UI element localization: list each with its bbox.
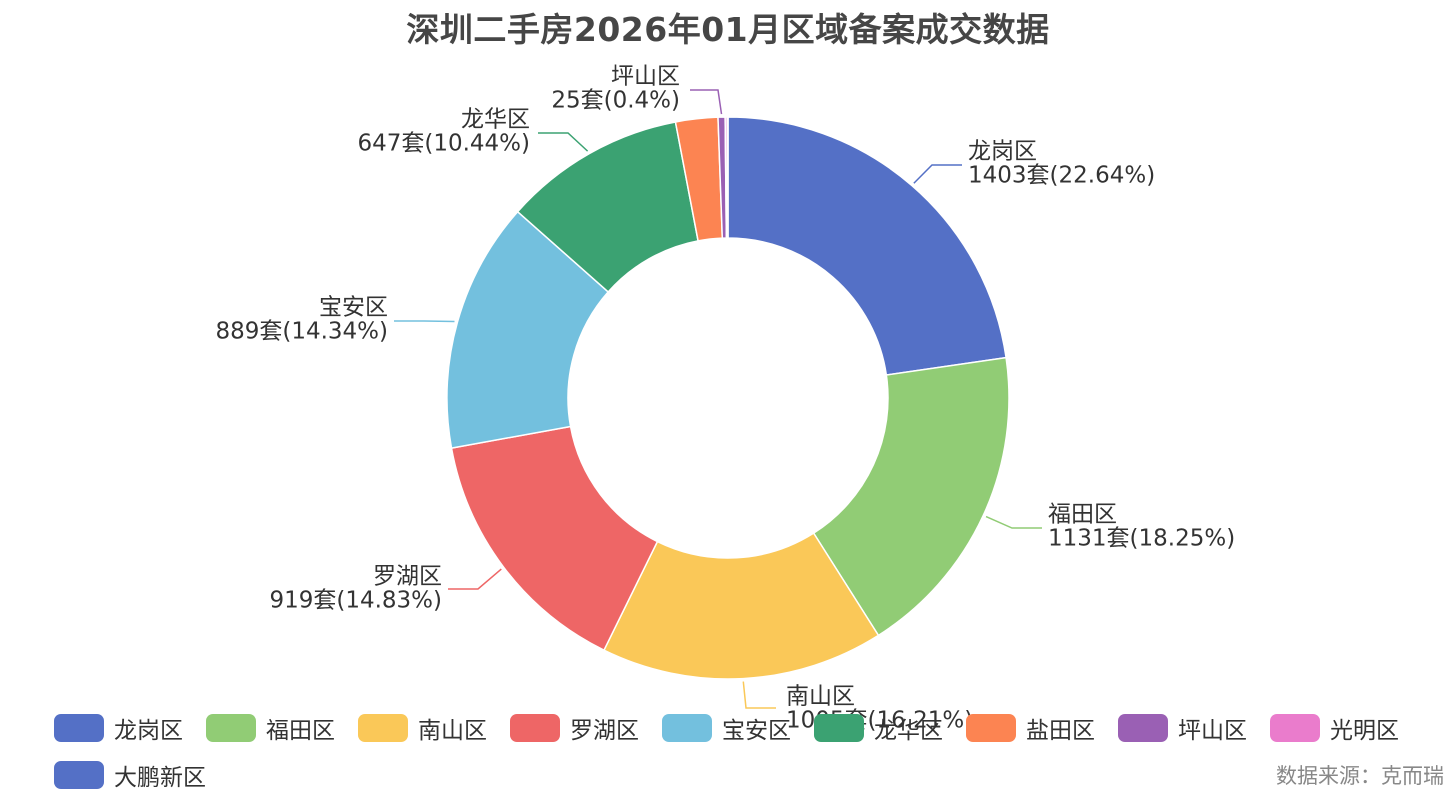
slice-label-value-宝安区: 889套(14.34%) bbox=[215, 319, 388, 345]
leader-line-坪山区 bbox=[690, 89, 723, 115]
leader-line-福田区 bbox=[985, 515, 1042, 529]
leader-line-龙岗区 bbox=[913, 164, 962, 184]
slice-label-name-龙岗区: 龙岗区 bbox=[968, 139, 1037, 165]
slice-宝安区[interactable] bbox=[446, 210, 610, 449]
slice-大鹏新区[interactable] bbox=[726, 116, 729, 239]
slice-label-name-罗湖区: 罗湖区 bbox=[373, 564, 442, 590]
slice-南山区[interactable] bbox=[602, 532, 880, 680]
slice-label-name-南山区: 南山区 bbox=[786, 684, 855, 710]
chart-title: 深圳二手房2026年01月区域备案成交数据 bbox=[406, 10, 1050, 49]
slice-label-value-罗湖区: 919套(14.83%) bbox=[269, 588, 442, 614]
slice-label-name-福田区: 福田区 bbox=[1048, 502, 1117, 528]
leader-line-罗湖区 bbox=[448, 568, 502, 590]
slice-label-name-坪山区: 坪山区 bbox=[611, 64, 680, 90]
slice-龙岗区[interactable] bbox=[727, 116, 1007, 376]
slice-label-value-龙岗区: 1403套(22.64%) bbox=[968, 163, 1155, 189]
slice-label-name-龙华区: 龙华区 bbox=[461, 107, 530, 133]
leader-line-南山区 bbox=[742, 681, 776, 709]
slice-label-value-南山区: 1005套(16.21%) bbox=[786, 708, 973, 734]
slice-label-name-宝安区: 宝安区 bbox=[319, 295, 388, 321]
slice-福田区[interactable] bbox=[812, 356, 1010, 637]
source-note: 数据来源：克而瑞 bbox=[1276, 764, 1444, 788]
slice-label-value-坪山区: 25套(0.4%) bbox=[551, 88, 680, 114]
slice-label-value-福田区: 1131套(18.25%) bbox=[1048, 526, 1235, 552]
slice-label-value-龙华区: 647套(10.44%) bbox=[357, 131, 530, 157]
leader-line-龙华区 bbox=[538, 132, 589, 152]
